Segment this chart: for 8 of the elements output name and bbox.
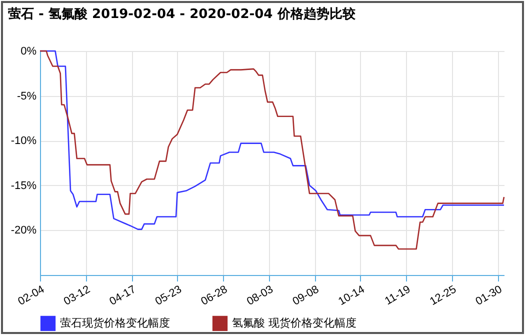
y-tick-label: 0% <box>20 46 37 58</box>
y-tick-label: -5% <box>16 90 37 102</box>
chart-title: 萤石 - 氢氟酸 2019-02-04 - 2020-02-04 价格趋势比较 <box>7 6 356 22</box>
y-tick-label: -10% <box>10 135 37 148</box>
legend-label: 萤石现货价格变化幅度 <box>60 316 170 330</box>
legend-label: 氢氟酸 现货价格变化幅度 <box>232 316 356 330</box>
y-tick-label: -20% <box>10 224 37 237</box>
y-tick-label: -15% <box>10 180 37 192</box>
